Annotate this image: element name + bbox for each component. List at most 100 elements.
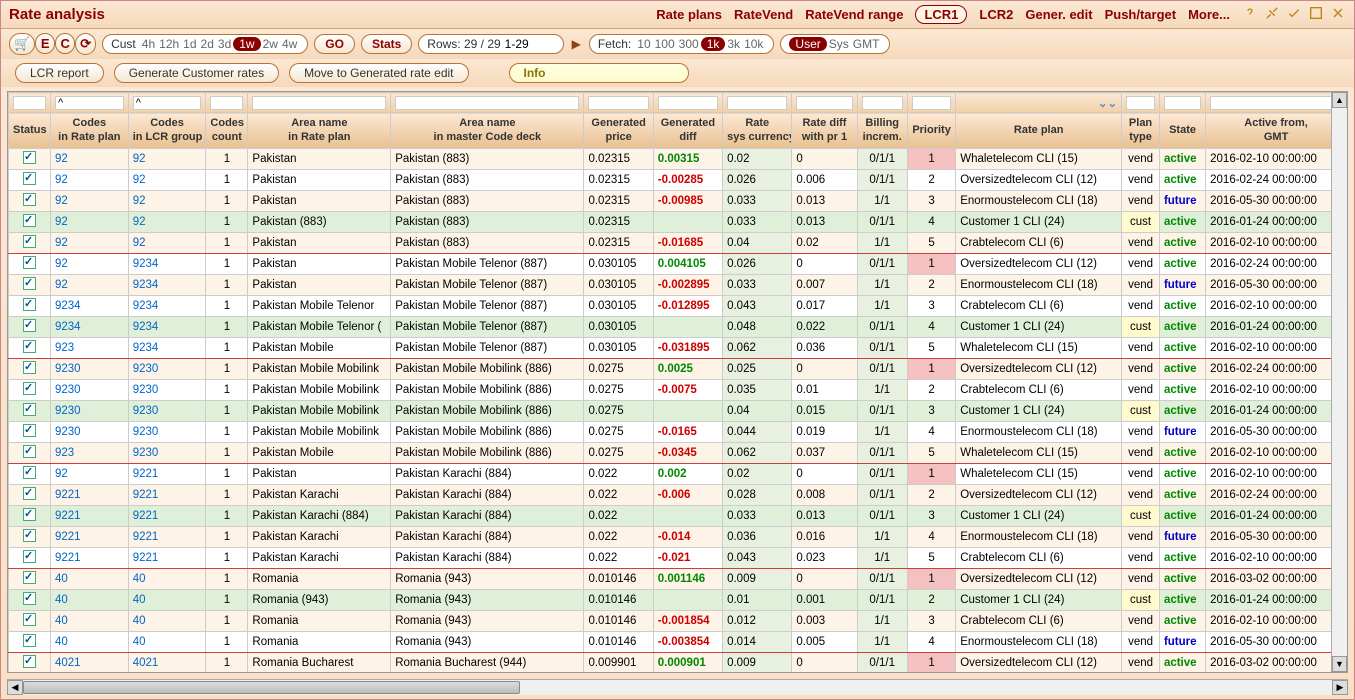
codes-lcr-group[interactable]: 9230: [128, 422, 206, 443]
time-opt-4h[interactable]: 4h: [140, 37, 157, 51]
status-checkbox[interactable]: [9, 296, 51, 317]
codes-lcr-group[interactable]: 92: [128, 212, 206, 233]
codes-lcr-group[interactable]: 9221: [128, 527, 206, 548]
status-checkbox[interactable]: [9, 443, 51, 464]
scroll-track[interactable]: [1332, 108, 1347, 656]
table-row[interactable]: 923092301Pakistan Mobile MobilinkPakista…: [9, 422, 1347, 443]
codes-lcr-group[interactable]: 92: [128, 149, 206, 170]
codes-lcr-group[interactable]: 9230: [128, 401, 206, 422]
checkbox-icon[interactable]: [23, 571, 36, 584]
codes-lcr-group[interactable]: 9230: [128, 443, 206, 464]
col-header-14[interactable]: State: [1159, 113, 1205, 149]
col-header-6[interactable]: Generatedprice: [584, 113, 653, 149]
fetch-opt-3k[interactable]: 3k: [725, 37, 742, 51]
checkbox-icon[interactable]: [23, 613, 36, 626]
codes-lcr-group[interactable]: 9221: [128, 548, 206, 569]
checkbox-icon[interactable]: [23, 487, 36, 500]
rows-input[interactable]: [505, 37, 555, 51]
generate-customer-rates-button[interactable]: Generate Customer rates: [114, 63, 279, 83]
status-checkbox[interactable]: [9, 401, 51, 422]
filter-input-5[interactable]: [395, 96, 579, 110]
checkbox-icon[interactable]: [23, 277, 36, 290]
checkbox-icon[interactable]: [23, 550, 36, 563]
table-row[interactable]: 923092301Pakistan Mobile MobilinkPakista…: [9, 380, 1347, 401]
col-header-1[interactable]: Codesin Rate plan: [51, 113, 129, 149]
codes-lcr-group[interactable]: 40: [128, 569, 206, 590]
time-opt-2d[interactable]: 2d: [199, 37, 216, 51]
table-row[interactable]: 923492341Pakistan Mobile Telenor (Pakist…: [9, 317, 1347, 338]
table-row[interactable]: 922192211Pakistan KarachiPakistan Karach…: [9, 548, 1347, 569]
table-row[interactable]: 92921PakistanPakistan (883)0.02315-0.002…: [9, 170, 1347, 191]
checkbox-icon[interactable]: [23, 592, 36, 605]
nav-push-target[interactable]: Push/target: [1105, 7, 1177, 22]
scroll-down-icon[interactable]: ▼: [1332, 656, 1347, 672]
table-row[interactable]: 9292341PakistanPakistan Mobile Telenor (…: [9, 275, 1347, 296]
table-row[interactable]: 92392341Pakistan MobilePakistan Mobile T…: [9, 338, 1347, 359]
filter-input-3[interactable]: [210, 96, 243, 110]
maximize-icon[interactable]: [1308, 5, 1324, 24]
move-to-generated-button[interactable]: Move to Generated rate edit: [289, 63, 468, 83]
status-checkbox[interactable]: [9, 464, 51, 485]
time-opt-12h[interactable]: 12h: [157, 37, 181, 51]
codes-rate-plan[interactable]: 9230: [51, 422, 129, 443]
rows-next-icon[interactable]: ▶: [570, 37, 583, 51]
nav-more-[interactable]: More...: [1188, 7, 1230, 22]
nav-lcr2[interactable]: LCR2: [979, 7, 1013, 22]
col-header-4[interactable]: Area namein Rate plan: [248, 113, 391, 149]
codes-rate-plan[interactable]: 9230: [51, 359, 129, 380]
status-checkbox[interactable]: [9, 590, 51, 611]
fetch-opt-10[interactable]: 10: [635, 37, 652, 51]
user-opt-user[interactable]: User: [789, 37, 826, 51]
codes-rate-plan[interactable]: 9221: [51, 527, 129, 548]
codes-rate-plan[interactable]: 9221: [51, 485, 129, 506]
col-header-15[interactable]: Active from,GMT: [1206, 113, 1347, 149]
time-opt-3d[interactable]: 3d: [216, 37, 233, 51]
rate-plan-filter-caret[interactable]: ⌄⌄: [1098, 98, 1117, 110]
table-row[interactable]: 92921PakistanPakistan (883)0.023150.0031…: [9, 149, 1347, 170]
filter-input-8[interactable]: [727, 96, 787, 110]
checkbox-icon[interactable]: [23, 466, 36, 479]
help-icon[interactable]: [1242, 5, 1258, 24]
checkbox-icon[interactable]: [23, 508, 36, 521]
link-icon[interactable]: [1264, 5, 1280, 24]
table-row[interactable]: 402140211Romania BucharestRomania Buchar…: [9, 653, 1347, 674]
col-header-9[interactable]: Rate diffwith pr 1: [792, 113, 857, 149]
filter-input-14[interactable]: [1164, 96, 1201, 110]
toolbar-icon-3[interactable]: ⟳: [75, 33, 96, 55]
codes-rate-plan[interactable]: 40: [51, 590, 129, 611]
col-header-11[interactable]: Priority: [907, 113, 955, 149]
checkbox-icon[interactable]: [23, 361, 36, 374]
checkbox-icon[interactable]: [23, 655, 36, 668]
filter-input-2[interactable]: [133, 96, 202, 110]
codes-lcr-group[interactable]: 92: [128, 191, 206, 212]
status-checkbox[interactable]: [9, 359, 51, 380]
status-checkbox[interactable]: [9, 611, 51, 632]
close-icon[interactable]: [1330, 5, 1346, 24]
checkbox-icon[interactable]: [23, 298, 36, 311]
status-checkbox[interactable]: [9, 422, 51, 443]
codes-rate-plan[interactable]: 9234: [51, 317, 129, 338]
table-row[interactable]: 9292211PakistanPakistan Karachi (884)0.0…: [9, 464, 1347, 485]
table-row[interactable]: 922192211Pakistan Karachi (884)Pakistan …: [9, 506, 1347, 527]
status-checkbox[interactable]: [9, 212, 51, 233]
codes-lcr-group[interactable]: 9234: [128, 317, 206, 338]
filter-input-15[interactable]: [1210, 96, 1342, 110]
codes-rate-plan[interactable]: 40: [51, 611, 129, 632]
nav-gener-edit[interactable]: Gener. edit: [1025, 7, 1092, 22]
status-checkbox[interactable]: [9, 485, 51, 506]
scroll-up-icon[interactable]: ▲: [1332, 92, 1347, 108]
codes-lcr-group[interactable]: 9230: [128, 359, 206, 380]
toolbar-icon-2[interactable]: C: [55, 33, 75, 54]
table-row[interactable]: 92921PakistanPakistan (883)0.02315-0.016…: [9, 233, 1347, 254]
status-checkbox[interactable]: [9, 506, 51, 527]
status-checkbox[interactable]: [9, 170, 51, 191]
user-opt-gmt[interactable]: GMT: [851, 37, 882, 51]
checkbox-icon[interactable]: [23, 172, 36, 185]
codes-lcr-group[interactable]: 9234: [128, 254, 206, 275]
col-header-0[interactable]: Status: [9, 113, 51, 149]
codes-rate-plan[interactable]: 92: [51, 233, 129, 254]
codes-rate-plan[interactable]: 92: [51, 464, 129, 485]
codes-rate-plan[interactable]: 40: [51, 632, 129, 653]
lcr-report-button[interactable]: LCR report: [15, 63, 104, 83]
time-opt-1w[interactable]: 1w: [233, 37, 260, 51]
